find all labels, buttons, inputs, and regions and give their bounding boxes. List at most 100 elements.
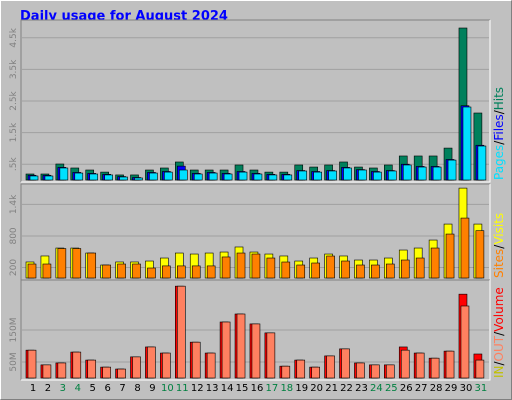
legend: IN/OUT/Volume: [492, 287, 506, 378]
x-tick-label: 26: [400, 383, 413, 394]
bevel: [20, 19, 490, 182]
y-tick-label: .5k: [9, 157, 19, 172]
bar: [313, 171, 322, 181]
legend: Pages/Files/Hits: [492, 87, 506, 180]
bar: [117, 368, 126, 379]
bar: [253, 173, 263, 181]
x-tick-label: 15: [236, 383, 249, 394]
legend-entry: Volume: [492, 287, 506, 332]
bar: [87, 359, 97, 379]
bevel: [21, 20, 491, 183]
bar: [415, 352, 425, 379]
bar: [281, 261, 291, 279]
bar: [358, 169, 367, 181]
x-tick-label: 2: [45, 383, 51, 394]
bar: [477, 145, 487, 181]
x-tick-label: 16: [251, 383, 264, 394]
x-tick-label: 23: [355, 383, 368, 394]
bar: [74, 172, 84, 181]
bar: [373, 171, 382, 181]
bevel: [20, 279, 490, 380]
bar: [400, 259, 410, 279]
legend: Sites/Visits: [492, 213, 506, 278]
y-tick-label: 50M: [9, 352, 19, 371]
bar: [417, 166, 427, 181]
bar: [132, 263, 141, 279]
legend-separator: /: [492, 109, 506, 114]
x-tick-label: 7: [119, 383, 125, 394]
x-tick-label: 29: [445, 383, 458, 394]
bar: [341, 260, 350, 279]
bar: [236, 252, 246, 279]
bar: [132, 356, 141, 379]
x-tick-label: 1: [30, 383, 36, 394]
bar: [402, 164, 412, 181]
y-tick-label: 3.5k: [9, 59, 19, 79]
bar: [42, 364, 52, 379]
bar: [371, 364, 380, 379]
y-tick-label: 1.4k: [9, 194, 19, 214]
bar: [283, 174, 293, 181]
bar: [149, 172, 158, 181]
bar: [44, 175, 54, 181]
y-tick-label: 2.5k: [9, 90, 19, 110]
bar: [400, 349, 410, 379]
bar: [177, 285, 186, 379]
bar: [356, 362, 365, 379]
legend-separator: /: [492, 331, 506, 336]
bar: [193, 173, 203, 181]
bar: [266, 332, 276, 379]
bar: [328, 170, 337, 181]
bar: [177, 265, 186, 279]
bar: [475, 230, 485, 279]
bar: [296, 359, 306, 379]
bar: [223, 173, 233, 181]
bar: [388, 170, 397, 181]
bar: [386, 364, 395, 379]
bar: [311, 366, 320, 379]
x-tick-label: 5: [90, 383, 96, 394]
bar: [57, 248, 67, 279]
bar: [27, 349, 37, 379]
x-tick-label: 4: [75, 383, 81, 394]
bar: [386, 263, 395, 279]
x-tick-label: 28: [430, 383, 443, 394]
legend-entry: Files: [492, 114, 506, 140]
x-tick-label: 17: [266, 383, 279, 394]
bar: [445, 233, 455, 279]
bar: [296, 264, 306, 279]
y-tick-label: 150M: [9, 318, 19, 343]
bar: [206, 352, 216, 379]
bar: [102, 264, 111, 279]
bar: [191, 265, 201, 279]
bar: [104, 174, 113, 181]
x-tick-label: 24: [370, 383, 383, 394]
x-tick-label: 9: [149, 383, 155, 394]
bar: [57, 362, 67, 379]
bar: [341, 348, 350, 379]
x-tick-label: 12: [191, 383, 204, 394]
bar: [89, 173, 99, 181]
bar: [445, 350, 455, 379]
bar: [208, 172, 218, 181]
bevel: [21, 280, 491, 381]
bar: [281, 365, 291, 379]
x-tick-label: 18: [280, 383, 293, 394]
bar: [206, 265, 216, 279]
bar: [311, 262, 320, 279]
y-tick-label: 1.5k: [9, 122, 19, 142]
bar: [251, 253, 261, 279]
bar: [475, 359, 485, 379]
bar: [447, 159, 457, 181]
bar: [326, 355, 335, 379]
x-tick-label: 31: [475, 383, 488, 394]
bar: [179, 169, 188, 181]
legend-entry: Sites: [492, 249, 506, 278]
bar: [221, 321, 231, 379]
y-tick-label: 200: [9, 259, 19, 276]
x-tick-label: 3: [60, 383, 66, 394]
legend-separator: /: [492, 360, 506, 365]
bar: [251, 323, 261, 379]
